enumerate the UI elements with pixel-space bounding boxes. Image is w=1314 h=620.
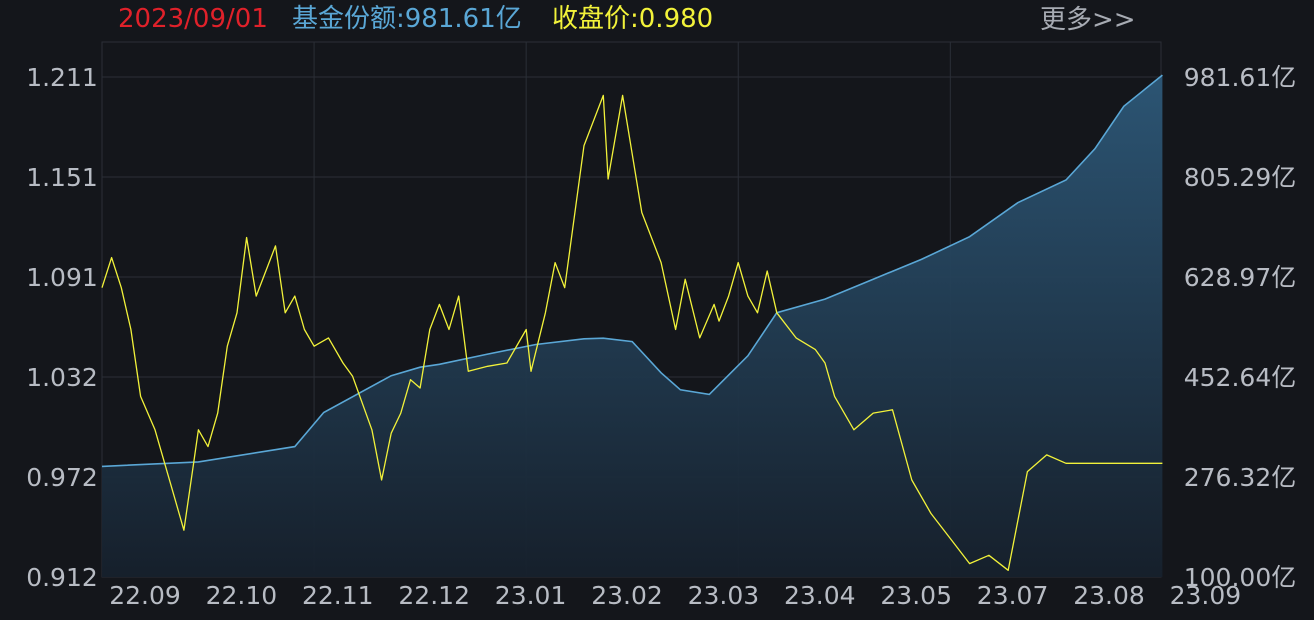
left-tick-label: 1.091	[26, 263, 98, 292]
right-tick-label: 981.61亿	[1184, 63, 1296, 92]
fund-share-area	[102, 75, 1163, 577]
x-tick-label: 22.09	[109, 581, 181, 610]
x-tick-label: 23.09	[1170, 581, 1242, 610]
x-tick-label: 23.04	[784, 581, 856, 610]
fund-share-line	[101, 74, 1163, 468]
x-tick-label: 23.08	[1073, 581, 1145, 610]
x-tick-label: 23.03	[688, 581, 760, 610]
x-tick-label: 22.11	[302, 581, 374, 610]
fund-share-series	[101, 74, 1163, 577]
left-tick-label: 1.151	[26, 163, 98, 192]
header-date: 2023/09/01	[118, 4, 268, 34]
right-tick-label: 628.97亿	[1184, 263, 1296, 292]
x-tick-label: 23.02	[591, 581, 663, 610]
left-axis: 1.211 1.151 1.091 1.032 0.972 0.912	[26, 63, 98, 592]
left-tick-label: 0.972	[26, 463, 98, 492]
x-tick-label: 22.12	[398, 581, 470, 610]
x-axis: 22.09 22.10 22.11 22.12 23.01 23.02 23.03 23.04…	[109, 581, 1241, 610]
header-fund-share: 基金份额:981.61亿	[292, 4, 522, 34]
more-link[interactable]: 更多>>	[1040, 5, 1136, 35]
right-tick-label: 276.32亿	[1184, 463, 1296, 492]
x-tick-label: 22.10	[206, 581, 278, 610]
left-tick-label: 0.912	[26, 563, 98, 592]
x-tick-label: 23.01	[495, 581, 567, 610]
left-tick-label: 1.211	[26, 63, 98, 92]
header-close-price: 收盘价:0.980	[552, 4, 713, 34]
left-tick-label: 1.032	[26, 363, 98, 392]
x-tick-label: 23.07	[977, 581, 1049, 610]
right-tick-label: 100.00亿	[1184, 563, 1296, 592]
right-axis: 981.61亿 805.29亿 628.97亿 452.64亿 276.32亿 100.0…	[1184, 63, 1296, 592]
close-price-series	[101, 94, 1163, 571]
right-tick-label: 452.64亿	[1184, 363, 1296, 392]
x-tick-label: 23.05	[880, 581, 952, 610]
right-tick-label: 805.29亿	[1184, 163, 1296, 192]
close-price-line	[101, 94, 1163, 571]
